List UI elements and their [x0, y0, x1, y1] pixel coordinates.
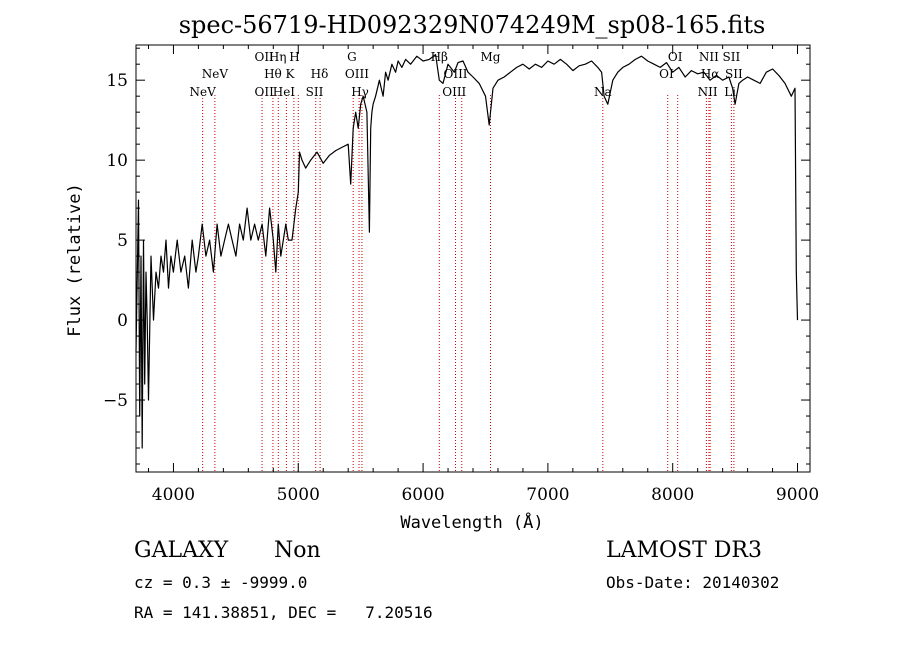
line-label: Mg	[480, 50, 500, 64]
x-tick-label: 6000	[401, 485, 444, 505]
line-label: OI	[659, 67, 674, 81]
subclass-label: Non	[274, 538, 321, 563]
line-label: OIII	[345, 67, 369, 81]
x-tick-label: 9000	[776, 485, 819, 505]
line-label: NeV	[190, 85, 217, 99]
x-tick-label: 7000	[526, 485, 569, 505]
redshift-line: cz = 0.3 ± -9999.0	[134, 573, 308, 592]
line-label: NII	[699, 50, 719, 64]
chart-title: spec-56719-HD092329N074249M_sp08-165.fit…	[179, 11, 766, 39]
line-label: G	[347, 50, 357, 64]
line-label: Hη	[269, 50, 287, 64]
line-label: Hα	[701, 67, 720, 81]
line-label: NeV	[202, 67, 229, 81]
y-tick-label: 0	[117, 311, 128, 331]
line-label: Li	[724, 85, 736, 99]
line-label: K	[286, 67, 296, 81]
survey-label: LAMOST DR3	[606, 538, 762, 563]
ra-dec: RA = 141.38851, DEC = 7.20516	[134, 603, 433, 622]
x-axis: 4000 5000 6000 7000 8000 9000	[147, 45, 819, 505]
line-label: OII	[255, 85, 275, 99]
y-axis-label: Flux (relative)	[65, 183, 85, 337]
line-label: SII	[723, 50, 741, 64]
y-tick-label: 5	[117, 231, 128, 251]
x-tick-label: 8000	[651, 485, 694, 505]
spectrum-line	[135, 54, 799, 449]
x-tick-label: 4000	[152, 485, 195, 505]
line-label: NII	[698, 85, 718, 99]
line-label: Hγ	[351, 85, 369, 99]
line-label: Na	[594, 85, 612, 99]
obs-date: Obs-Date: 20140302	[606, 573, 780, 592]
line-label: H	[289, 50, 299, 64]
line-label: OIII	[443, 67, 467, 81]
line-label: OI	[668, 50, 683, 64]
y-tick-label: 15	[106, 71, 128, 91]
emission-line-markers	[202, 95, 735, 472]
line-label: OIII	[442, 85, 466, 99]
x-axis-label: Wavelength (Å)	[400, 511, 543, 533]
line-label: Hδ	[311, 67, 329, 81]
line-label: OII	[255, 50, 275, 64]
line-label: HeI	[273, 85, 296, 99]
emission-line-labels: NeV NeV OII OII Hθ Hη HeI KH SII Hδ G OIII Hγ Hβ OIII O…	[190, 50, 743, 99]
y-tick-label: 10	[106, 151, 128, 171]
line-label: Hθ	[264, 67, 282, 81]
line-label: SII	[306, 85, 324, 99]
line-label: SII	[725, 67, 743, 81]
y-axis: −5 0 5 10 15	[103, 47, 810, 465]
class-label: GALAXY	[134, 538, 229, 563]
line-label: Hβ	[431, 50, 448, 64]
x-tick-label: 5000	[277, 485, 320, 505]
y-tick-label: −5	[103, 391, 128, 411]
